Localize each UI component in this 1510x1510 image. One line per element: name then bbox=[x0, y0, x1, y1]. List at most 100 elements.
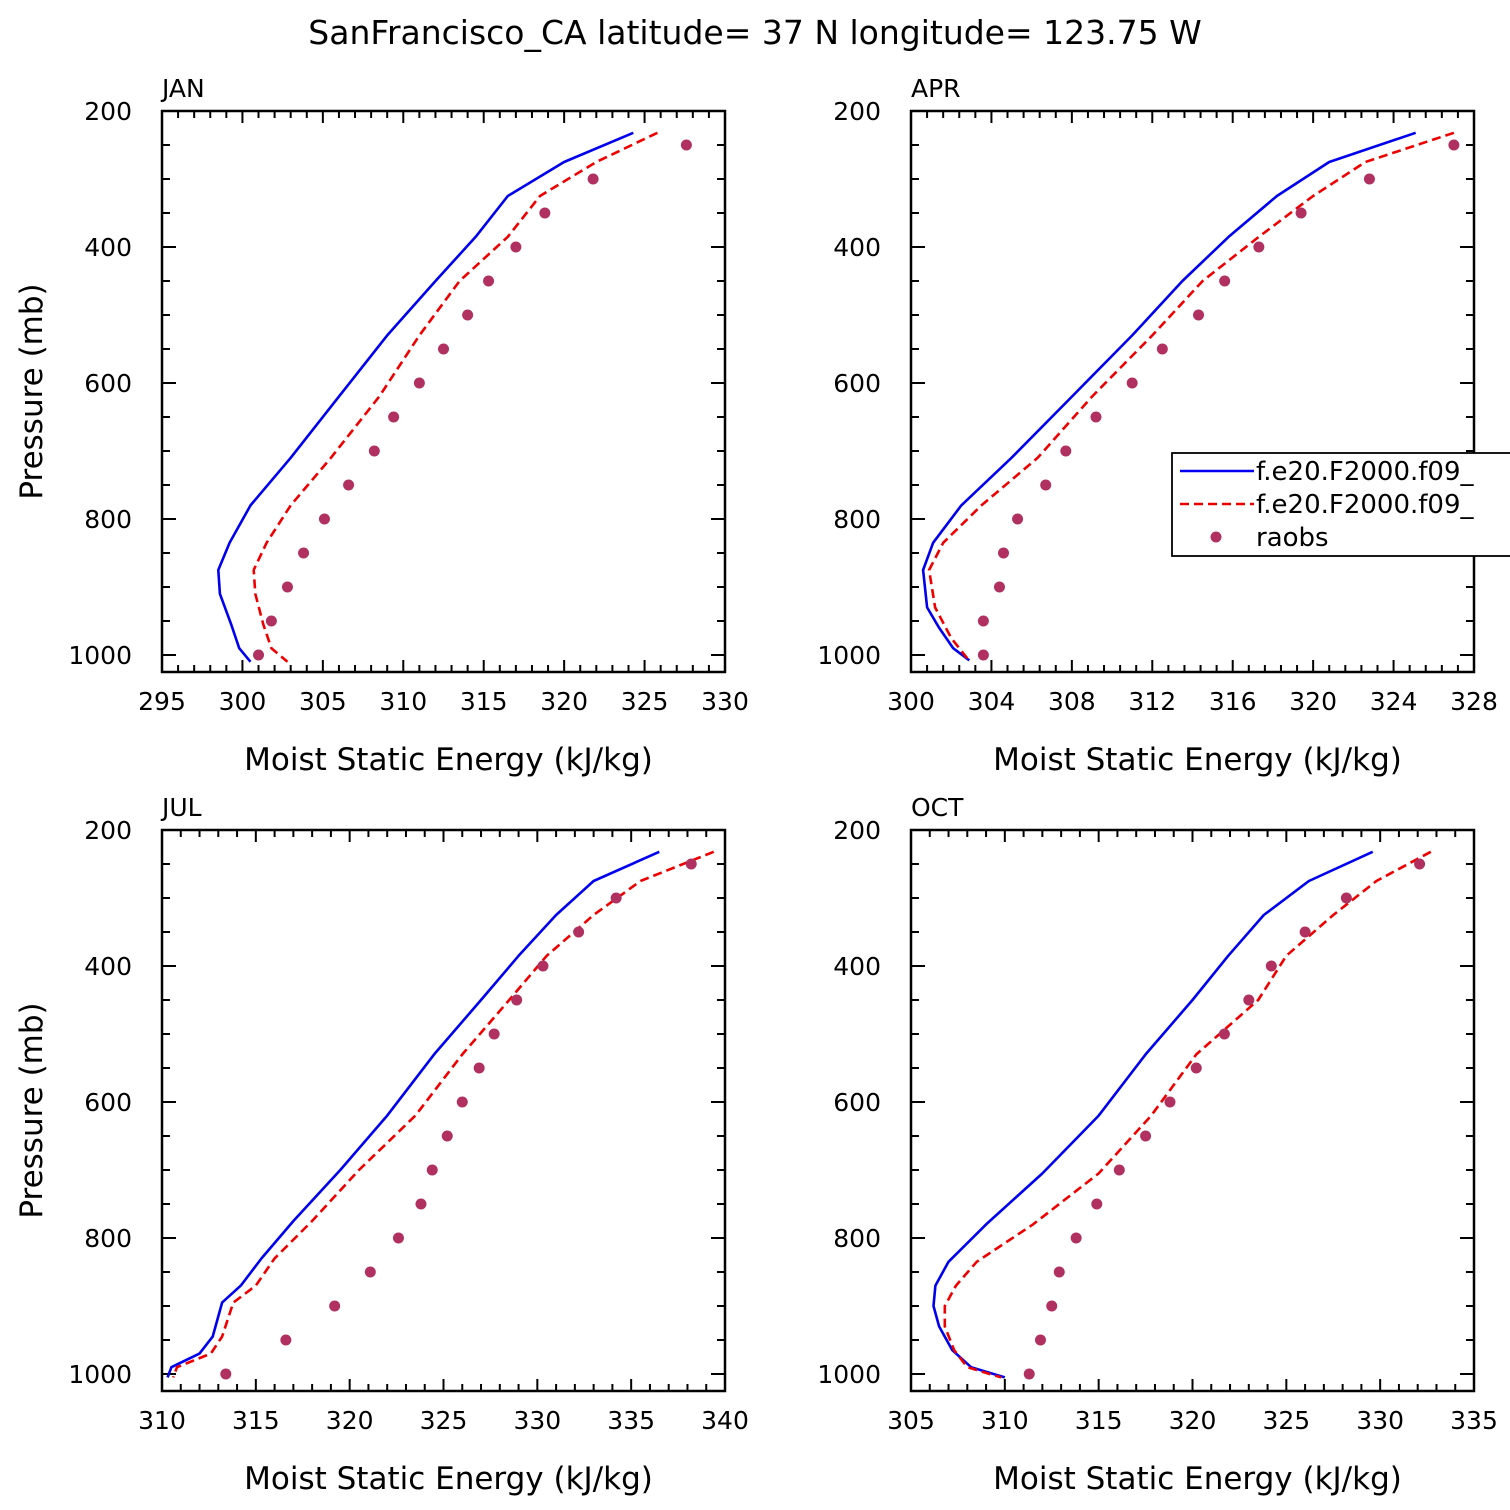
raobs-point bbox=[1299, 926, 1311, 938]
raobs-point bbox=[1140, 1130, 1152, 1142]
raobs-point bbox=[587, 173, 599, 185]
x-tick-label: 304 bbox=[968, 687, 1016, 716]
raobs-point bbox=[343, 479, 355, 491]
x-tick-label: 320 bbox=[326, 1406, 374, 1435]
y-tick-label: 600 bbox=[84, 369, 132, 398]
y-tick-label: 400 bbox=[84, 952, 132, 981]
raobs-point bbox=[1265, 960, 1277, 972]
raobs-point bbox=[473, 1062, 485, 1074]
y-tick-label: 1000 bbox=[817, 1360, 881, 1389]
raobs-point bbox=[1034, 1334, 1046, 1346]
raobs-point bbox=[1012, 513, 1024, 525]
x-tick-label: 315 bbox=[232, 1406, 280, 1435]
y-tick-label: 800 bbox=[833, 1224, 881, 1253]
raobs-point bbox=[483, 275, 495, 287]
raobs-point bbox=[1113, 1164, 1125, 1176]
y-tick-label: 200 bbox=[84, 97, 132, 126]
raobs-point bbox=[1091, 1198, 1103, 1210]
x-tick-label: 295 bbox=[138, 687, 186, 716]
raobs-point bbox=[253, 649, 265, 661]
plot-frame bbox=[909, 828, 1476, 1393]
raobs-point bbox=[1040, 479, 1052, 491]
x-tick-label: 320 bbox=[1169, 1406, 1217, 1435]
x-tick-label: 325 bbox=[621, 687, 669, 716]
x-tick-label: 316 bbox=[1209, 687, 1257, 716]
raobs-point bbox=[1156, 343, 1168, 355]
raobs-point bbox=[1090, 411, 1102, 423]
x-axis-label: Moist Static Energy (kJ/kg) bbox=[993, 1461, 1402, 1497]
x-tick-label: 312 bbox=[1128, 687, 1176, 716]
raobs-point bbox=[1414, 858, 1426, 870]
model-line-dashed bbox=[252, 131, 658, 663]
panel-label: OCT bbox=[911, 793, 964, 822]
page-title: SanFrancisco_CA latitude= 37 N longitude… bbox=[308, 13, 1201, 52]
raobs-point bbox=[265, 615, 277, 627]
raobs-point bbox=[1053, 1266, 1065, 1278]
panel-jul: 310 315 320 325 330 335 340 200 400 600 800 1000 JUL… bbox=[14, 793, 749, 1497]
raobs-point bbox=[573, 926, 585, 938]
raobs-point bbox=[1126, 377, 1138, 389]
x-tick-label: 320 bbox=[1289, 687, 1337, 716]
x-tick-label: 330 bbox=[701, 687, 749, 716]
plot-frame bbox=[160, 828, 727, 1393]
raobs-point bbox=[1164, 1096, 1176, 1108]
y-tick-label: 1000 bbox=[817, 641, 881, 670]
x-tick-label: 310 bbox=[981, 1406, 1029, 1435]
raobs-point bbox=[318, 513, 330, 525]
model-line-dashed bbox=[927, 131, 1455, 660]
x-tick-label: 315 bbox=[460, 687, 508, 716]
y-tick-label: 400 bbox=[833, 952, 881, 981]
raobs-point bbox=[441, 1130, 453, 1142]
raobs-point bbox=[280, 1334, 292, 1346]
y-tick-label: 400 bbox=[84, 233, 132, 262]
raobs-point bbox=[1219, 275, 1231, 287]
raobs-point bbox=[298, 547, 310, 559]
x-tick-label: 305 bbox=[887, 1406, 935, 1435]
model-line-solid bbox=[217, 131, 634, 663]
raobs-point bbox=[680, 139, 692, 151]
x-tick-label: 324 bbox=[1370, 687, 1418, 716]
x-tick-label: 330 bbox=[1356, 1406, 1404, 1435]
raobs-point bbox=[1363, 173, 1375, 185]
raobs-point bbox=[456, 1096, 468, 1108]
raobs-point bbox=[368, 445, 380, 457]
raobs-point bbox=[388, 411, 400, 423]
y-tick-label: 200 bbox=[833, 97, 881, 126]
model-line-solid bbox=[166, 850, 660, 1378]
raobs-point bbox=[1218, 1028, 1230, 1040]
x-tick-label: 325 bbox=[1262, 1406, 1310, 1435]
y-tick-label: 200 bbox=[84, 816, 132, 845]
raobs-point bbox=[539, 207, 551, 219]
raobs-point bbox=[281, 581, 293, 593]
panel-jan: 295 300 305 310 315 320 325 330 200 400 600 800 1000… bbox=[14, 74, 749, 778]
raobs-point bbox=[488, 1028, 500, 1040]
raobs-point bbox=[511, 994, 523, 1006]
raobs-point bbox=[537, 960, 549, 972]
raobs-point bbox=[413, 377, 425, 389]
raobs-point bbox=[426, 1164, 438, 1176]
x-tick-label: 335 bbox=[607, 1406, 655, 1435]
y-axis-label: Pressure (mb) bbox=[14, 1002, 50, 1218]
x-tick-label: 330 bbox=[513, 1406, 561, 1435]
model-line-dashed bbox=[943, 850, 1432, 1379]
y-tick-label: 200 bbox=[833, 816, 881, 845]
plot-frame bbox=[160, 109, 727, 674]
panel-label: JAN bbox=[160, 74, 205, 103]
raobs-point bbox=[610, 892, 622, 904]
plot-frame bbox=[909, 109, 1476, 674]
raobs-point bbox=[1295, 207, 1307, 219]
x-axis-label: Moist Static Energy (kJ/kg) bbox=[993, 742, 1402, 778]
legend-marker bbox=[1210, 531, 1222, 543]
y-axis-label: Pressure (mb) bbox=[14, 283, 50, 499]
x-tick-label: 325 bbox=[420, 1406, 468, 1435]
panel-label: JUL bbox=[160, 793, 202, 822]
raobs-point bbox=[1448, 139, 1460, 151]
x-tick-label: 310 bbox=[138, 1406, 186, 1435]
raobs-point bbox=[1243, 994, 1255, 1006]
model-line-solid bbox=[932, 850, 1374, 1379]
legend-label: f.e20.F2000.f09_ bbox=[1256, 457, 1474, 487]
x-tick-label: 300 bbox=[887, 687, 935, 716]
raobs-point bbox=[1190, 1062, 1202, 1074]
raobs-point bbox=[997, 547, 1009, 559]
